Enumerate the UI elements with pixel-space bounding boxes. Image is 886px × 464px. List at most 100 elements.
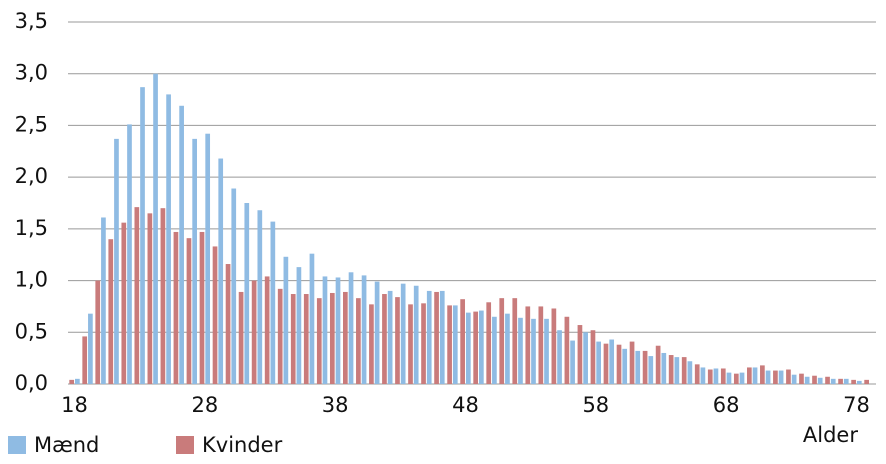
bar [382, 294, 387, 384]
bar [825, 376, 830, 384]
bar [609, 339, 615, 384]
bar [694, 364, 700, 384]
x-axis-label: Alder [803, 423, 858, 447]
bar [648, 356, 654, 384]
x-tick-label: 78 [843, 393, 870, 417]
y-tick-label: 0,0 [15, 371, 48, 395]
bar [557, 330, 562, 384]
bar [225, 264, 231, 384]
bar [707, 369, 713, 384]
bar [205, 133, 211, 384]
bar [538, 306, 544, 384]
bar [421, 303, 426, 384]
bar [277, 288, 283, 384]
bar [69, 379, 75, 384]
bar [251, 280, 257, 384]
bar [799, 373, 804, 384]
bar [426, 290, 432, 384]
bar [760, 365, 765, 384]
y-tick-label: 3,0 [15, 61, 48, 85]
x-tick-label: 38 [322, 393, 349, 417]
bar [465, 312, 471, 384]
bar [752, 367, 758, 384]
bar [88, 313, 93, 384]
legend-label: Mænd [34, 433, 99, 457]
bar [309, 253, 315, 384]
bar [590, 330, 596, 384]
bar [791, 374, 797, 384]
bar [408, 304, 413, 384]
bar [786, 369, 791, 384]
bar [739, 372, 745, 384]
bar [121, 222, 127, 384]
bar [674, 357, 680, 384]
bar [512, 298, 518, 384]
bar [348, 272, 354, 384]
bar [778, 370, 784, 384]
y-tick-label: 2,0 [15, 164, 48, 188]
bar [179, 105, 184, 384]
bar [134, 207, 140, 384]
bar [720, 368, 726, 384]
bar [642, 350, 648, 384]
bar [564, 316, 570, 384]
bar [473, 311, 479, 384]
bar [166, 94, 171, 385]
bar [765, 370, 771, 384]
x-tick-label: 48 [452, 393, 479, 417]
bar [525, 306, 531, 384]
bar [439, 290, 445, 384]
y-tick-label: 2,5 [15, 112, 48, 136]
bar [804, 376, 810, 384]
bar [257, 210, 263, 384]
bar [101, 217, 106, 384]
bar [369, 304, 374, 384]
bar [283, 256, 289, 384]
bar [655, 345, 661, 384]
bar [812, 375, 817, 384]
bar [668, 355, 674, 384]
bar [413, 285, 419, 384]
bar [296, 267, 302, 384]
bar [335, 277, 341, 384]
x-tick-label: 68 [713, 393, 740, 417]
bar [518, 317, 523, 384]
bar [856, 380, 862, 384]
bar [290, 294, 296, 384]
bar [434, 291, 439, 384]
bar [270, 221, 276, 384]
bar [361, 275, 367, 384]
bar [830, 378, 836, 384]
bar [713, 368, 719, 384]
bar [817, 377, 823, 384]
bar [153, 73, 158, 384]
bar [199, 231, 205, 384]
bar [479, 310, 484, 384]
bar [114, 138, 119, 384]
bar [747, 367, 752, 384]
bar [603, 343, 609, 384]
bar [700, 367, 706, 384]
bar [147, 213, 153, 384]
bar [95, 280, 101, 384]
bar [661, 352, 667, 384]
bar [322, 276, 328, 384]
bar [499, 298, 505, 384]
bar [843, 378, 849, 384]
bar [329, 292, 335, 384]
x-tick-label: 28 [191, 393, 218, 417]
bar [583, 332, 588, 384]
bar [629, 341, 635, 384]
bar [616, 344, 622, 384]
bar [75, 378, 80, 384]
legend-swatch [176, 436, 194, 454]
bar [218, 158, 224, 384]
bar [577, 325, 583, 384]
y-tick-label: 0,5 [15, 319, 48, 343]
bar [505, 313, 510, 384]
bar [395, 297, 400, 384]
bar [356, 298, 361, 384]
bar [531, 318, 536, 384]
y-tick-label: 3,5 [15, 9, 48, 33]
